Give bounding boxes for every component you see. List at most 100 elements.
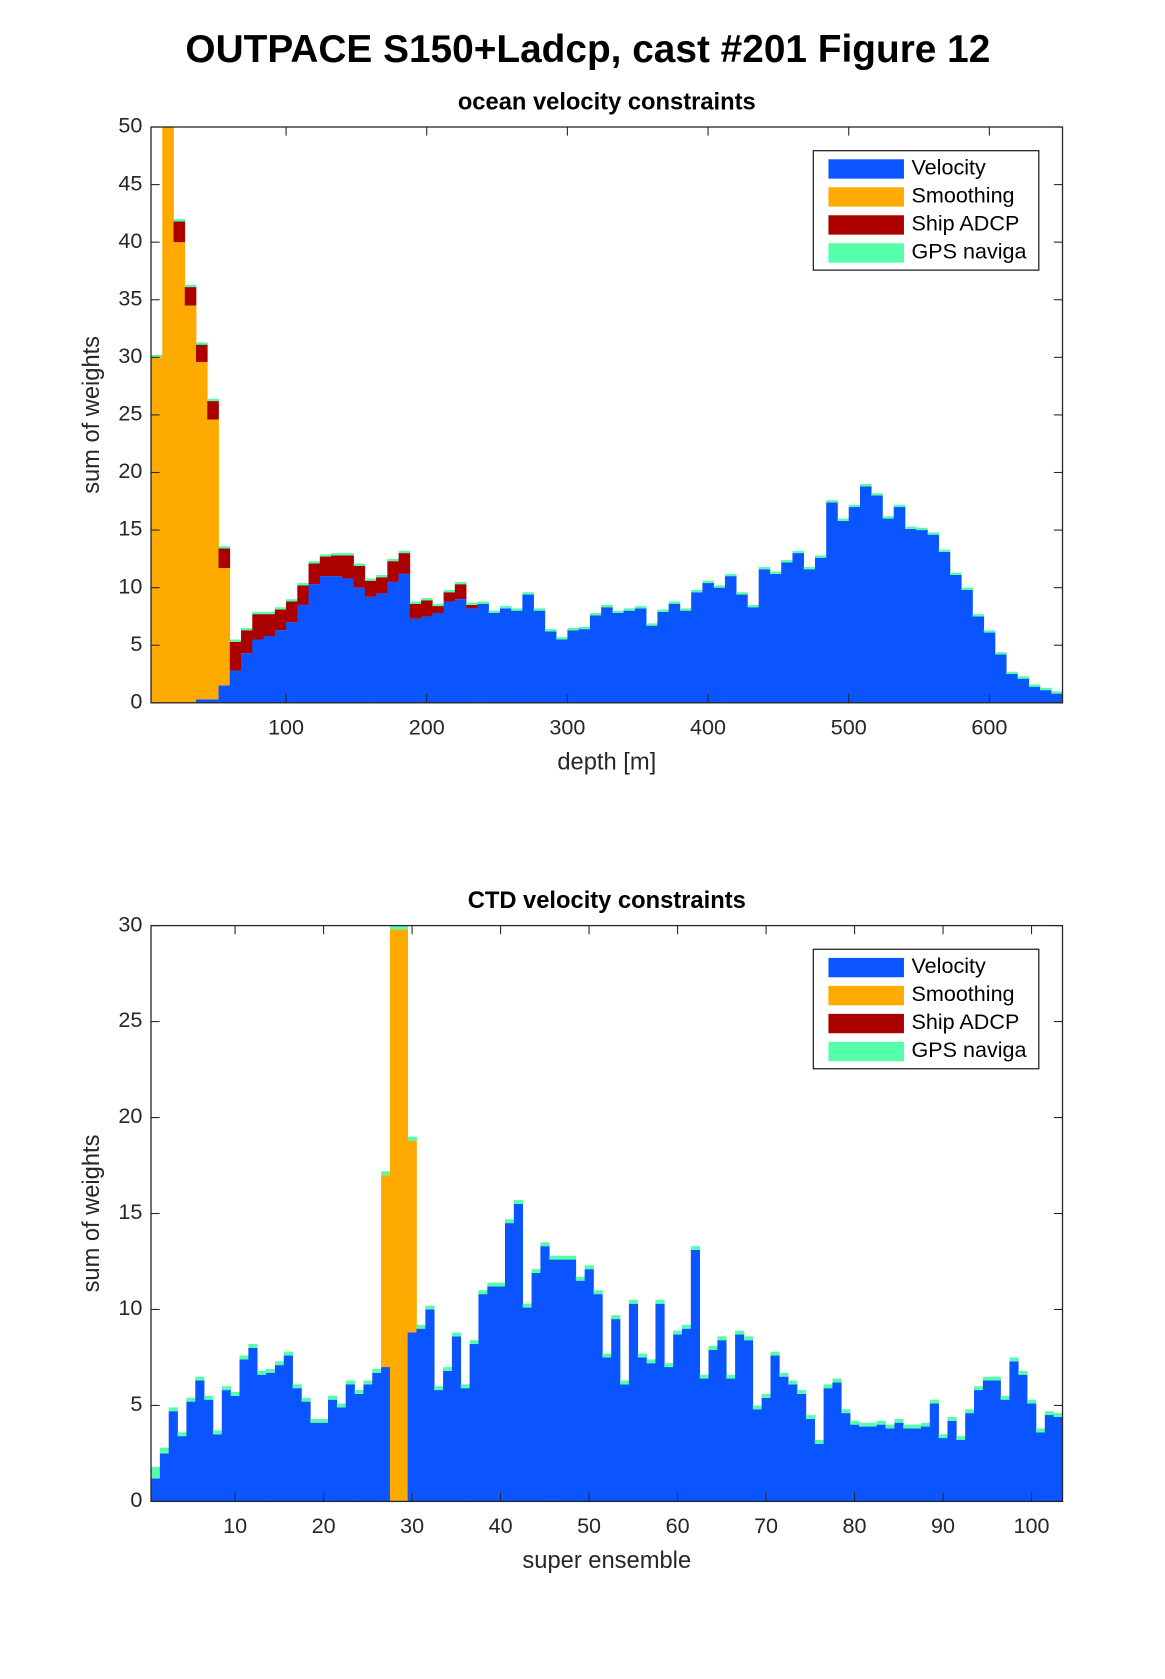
bar-segment bbox=[991, 1380, 1001, 1502]
bar-segment bbox=[832, 1382, 842, 1502]
bar-segment bbox=[241, 627, 253, 631]
bar-segment bbox=[867, 1426, 878, 1502]
bar-segment bbox=[983, 632, 996, 703]
bar-segment bbox=[758, 569, 771, 703]
bar-segment bbox=[274, 1361, 285, 1366]
bar-segment bbox=[893, 507, 906, 703]
bar-segment bbox=[601, 604, 613, 608]
bar-segment bbox=[699, 1374, 709, 1379]
bar-segment bbox=[655, 1303, 665, 1502]
bar-segment bbox=[972, 616, 985, 703]
bar-segment bbox=[956, 1436, 966, 1440]
bar-segment bbox=[204, 1399, 214, 1502]
bar-segment bbox=[409, 603, 422, 619]
bar-segment bbox=[826, 500, 838, 503]
bar-segment bbox=[207, 699, 219, 703]
bar-segment bbox=[1035, 1432, 1046, 1502]
bar-segment bbox=[308, 563, 321, 585]
bar-segment bbox=[578, 626, 591, 630]
bar-segment bbox=[177, 1432, 187, 1437]
bar-segment bbox=[274, 609, 287, 631]
bar-segment bbox=[549, 1255, 559, 1260]
bar-segment bbox=[691, 592, 703, 703]
bar-segment bbox=[1006, 674, 1018, 703]
x-tick-label: 30 bbox=[400, 1514, 424, 1538]
bar-segment bbox=[466, 608, 478, 703]
y-tick-label: 0 bbox=[130, 690, 142, 714]
bar-segment bbox=[432, 603, 444, 607]
bar-segment bbox=[531, 1269, 541, 1274]
bar-segment bbox=[602, 1353, 612, 1358]
bar-segment bbox=[655, 1299, 665, 1304]
bar-segment bbox=[628, 1299, 639, 1304]
bar-segment bbox=[173, 219, 186, 222]
bar-segment bbox=[611, 1315, 621, 1320]
x-axis-label: super ensemble bbox=[522, 1548, 691, 1574]
bar-segment bbox=[460, 1384, 470, 1389]
bar-segment bbox=[871, 495, 883, 703]
bar-segment bbox=[974, 1386, 984, 1391]
bar-segment bbox=[221, 1390, 231, 1502]
bar-segment bbox=[995, 654, 1007, 703]
x-tick-label: 100 bbox=[1014, 1514, 1050, 1538]
bar-segment bbox=[364, 578, 377, 581]
bar-segment bbox=[319, 576, 332, 703]
bar-segment bbox=[724, 573, 737, 577]
bar-segment bbox=[1018, 1374, 1028, 1502]
bar-segment bbox=[991, 1376, 1001, 1381]
bar-segment bbox=[381, 1171, 391, 1176]
bar-segment bbox=[681, 1324, 692, 1329]
bar-segment bbox=[558, 1259, 568, 1502]
bar-segment bbox=[949, 572, 962, 575]
bar-segment bbox=[184, 287, 197, 306]
bar-segment bbox=[823, 1384, 833, 1389]
bar-segment bbox=[308, 584, 321, 703]
bar-segment bbox=[736, 592, 748, 595]
bar-segment bbox=[513, 1200, 524, 1204]
bar-segment bbox=[903, 1424, 913, 1429]
bar-segment bbox=[533, 608, 546, 611]
legend-swatch bbox=[828, 243, 904, 263]
legend-label: Velocity bbox=[912, 954, 987, 978]
bars bbox=[151, 127, 1063, 703]
x-tick-label: 600 bbox=[971, 715, 1007, 739]
bar-segment bbox=[466, 604, 478, 609]
bar-segment bbox=[212, 1430, 223, 1435]
bar-segment bbox=[196, 342, 208, 345]
bar-segment bbox=[354, 1393, 364, 1502]
bar-segment bbox=[965, 1409, 975, 1414]
bar-segment bbox=[229, 639, 242, 642]
bar-segment bbox=[286, 601, 298, 623]
bar-segment bbox=[743, 1340, 754, 1502]
bar-segment bbox=[252, 614, 264, 640]
legend-label: Smoothing bbox=[912, 184, 1015, 208]
legend-swatch bbox=[828, 1041, 904, 1062]
bar-segment bbox=[248, 1344, 258, 1348]
bar-segment bbox=[726, 1378, 736, 1502]
bar-segment bbox=[257, 1374, 267, 1502]
y-tick-label: 45 bbox=[118, 171, 142, 195]
bar-segment bbox=[387, 581, 399, 703]
bar-segment bbox=[522, 1307, 532, 1502]
bar-segment bbox=[803, 566, 816, 570]
y-tick-label: 30 bbox=[118, 344, 142, 368]
bar-segment bbox=[1028, 684, 1041, 687]
bar-segment bbox=[434, 1386, 444, 1391]
y-tick-label: 5 bbox=[130, 1392, 142, 1416]
bars bbox=[151, 925, 1063, 1502]
bar-segment bbox=[664, 1363, 674, 1368]
bar-segment bbox=[841, 1413, 851, 1502]
bar-segment bbox=[761, 1397, 771, 1502]
bar-segment bbox=[556, 637, 568, 640]
bar-segment bbox=[859, 486, 872, 703]
bar-segment bbox=[248, 1347, 258, 1502]
bar-segment bbox=[328, 1399, 338, 1502]
bar-segment bbox=[454, 599, 467, 703]
y-tick-label: 30 bbox=[118, 912, 142, 936]
bar-segment bbox=[221, 1386, 231, 1391]
bar-segment bbox=[708, 1345, 718, 1350]
bar-segment bbox=[871, 493, 883, 496]
bar-segment bbox=[713, 587, 726, 703]
bar-segment bbox=[381, 1367, 391, 1502]
bar-segment bbox=[995, 652, 1007, 655]
